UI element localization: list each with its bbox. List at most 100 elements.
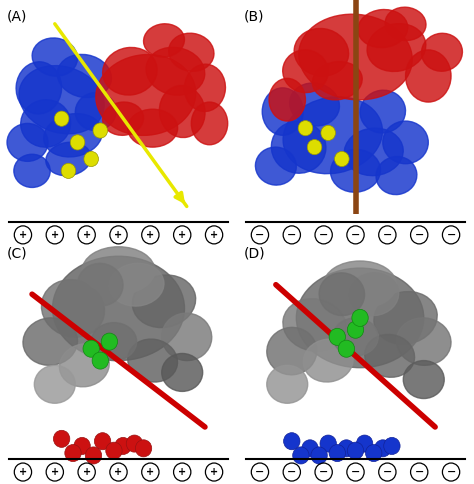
- Circle shape: [338, 440, 355, 457]
- Text: −: −: [287, 467, 296, 477]
- Ellipse shape: [283, 50, 328, 92]
- Circle shape: [338, 340, 355, 357]
- Text: +: +: [51, 230, 59, 240]
- Ellipse shape: [312, 61, 362, 100]
- Circle shape: [93, 123, 108, 138]
- Circle shape: [106, 442, 122, 459]
- Ellipse shape: [283, 299, 346, 351]
- Circle shape: [302, 440, 318, 457]
- Ellipse shape: [294, 29, 348, 76]
- Text: −: −: [351, 230, 360, 240]
- Ellipse shape: [169, 33, 214, 71]
- Ellipse shape: [21, 100, 71, 147]
- Circle shape: [85, 447, 101, 464]
- Text: −: −: [351, 467, 360, 477]
- Circle shape: [54, 430, 70, 447]
- Circle shape: [94, 433, 111, 450]
- Circle shape: [365, 444, 382, 462]
- Circle shape: [70, 135, 85, 150]
- Circle shape: [293, 447, 309, 464]
- Ellipse shape: [349, 273, 399, 316]
- Text: +: +: [210, 230, 218, 240]
- Circle shape: [329, 328, 346, 346]
- Ellipse shape: [299, 14, 412, 100]
- Ellipse shape: [403, 361, 444, 398]
- Ellipse shape: [191, 102, 228, 145]
- Ellipse shape: [296, 268, 424, 368]
- Ellipse shape: [34, 365, 75, 403]
- Ellipse shape: [184, 64, 226, 111]
- Ellipse shape: [57, 54, 111, 98]
- Circle shape: [101, 333, 118, 350]
- Circle shape: [83, 340, 100, 357]
- Ellipse shape: [374, 291, 437, 344]
- Ellipse shape: [267, 365, 308, 403]
- Circle shape: [283, 433, 300, 450]
- Circle shape: [384, 438, 400, 454]
- Text: +: +: [146, 230, 155, 240]
- Text: +: +: [114, 467, 123, 477]
- Text: −: −: [383, 467, 392, 477]
- Text: (C): (C): [7, 247, 27, 261]
- Text: +: +: [178, 467, 186, 477]
- Text: −: −: [319, 467, 328, 477]
- Circle shape: [347, 321, 364, 338]
- Ellipse shape: [162, 353, 203, 392]
- Ellipse shape: [262, 88, 303, 135]
- Circle shape: [115, 438, 131, 454]
- Ellipse shape: [7, 123, 48, 161]
- Text: (B): (B): [244, 10, 264, 24]
- Circle shape: [92, 352, 109, 369]
- Ellipse shape: [385, 7, 426, 41]
- Text: −: −: [415, 467, 424, 477]
- Circle shape: [55, 111, 69, 126]
- Circle shape: [84, 151, 99, 166]
- Text: +: +: [82, 467, 91, 477]
- Text: +: +: [114, 230, 123, 240]
- Text: −: −: [255, 467, 264, 477]
- Ellipse shape: [82, 247, 155, 294]
- Text: −: −: [447, 230, 456, 240]
- Ellipse shape: [267, 327, 317, 375]
- Ellipse shape: [32, 38, 77, 76]
- Ellipse shape: [324, 261, 396, 308]
- Ellipse shape: [128, 339, 178, 382]
- Text: +: +: [210, 467, 218, 477]
- Ellipse shape: [146, 47, 205, 95]
- Ellipse shape: [91, 323, 137, 361]
- Ellipse shape: [406, 50, 451, 102]
- Text: +: +: [178, 230, 186, 240]
- Ellipse shape: [421, 33, 463, 71]
- Ellipse shape: [358, 10, 408, 47]
- Ellipse shape: [59, 344, 109, 387]
- Circle shape: [321, 125, 336, 140]
- Ellipse shape: [383, 121, 428, 164]
- Circle shape: [329, 444, 346, 462]
- Circle shape: [298, 121, 313, 136]
- Text: −: −: [287, 230, 296, 240]
- Ellipse shape: [376, 156, 417, 195]
- Ellipse shape: [46, 142, 91, 176]
- Ellipse shape: [333, 318, 378, 356]
- Ellipse shape: [319, 273, 365, 316]
- Circle shape: [307, 139, 322, 155]
- Ellipse shape: [396, 318, 451, 365]
- Ellipse shape: [303, 339, 353, 382]
- Text: +: +: [19, 467, 27, 477]
- Ellipse shape: [271, 121, 326, 173]
- Text: (D): (D): [244, 247, 265, 261]
- Ellipse shape: [269, 78, 305, 121]
- Ellipse shape: [44, 114, 102, 157]
- Ellipse shape: [283, 97, 383, 174]
- Ellipse shape: [162, 313, 212, 361]
- Ellipse shape: [23, 318, 78, 365]
- Ellipse shape: [19, 65, 104, 134]
- Text: −: −: [415, 230, 424, 240]
- Text: +: +: [51, 467, 59, 477]
- Ellipse shape: [144, 24, 184, 57]
- Text: −: −: [383, 230, 392, 240]
- Circle shape: [320, 435, 337, 452]
- Ellipse shape: [103, 47, 157, 95]
- Ellipse shape: [41, 280, 105, 337]
- Ellipse shape: [360, 90, 406, 133]
